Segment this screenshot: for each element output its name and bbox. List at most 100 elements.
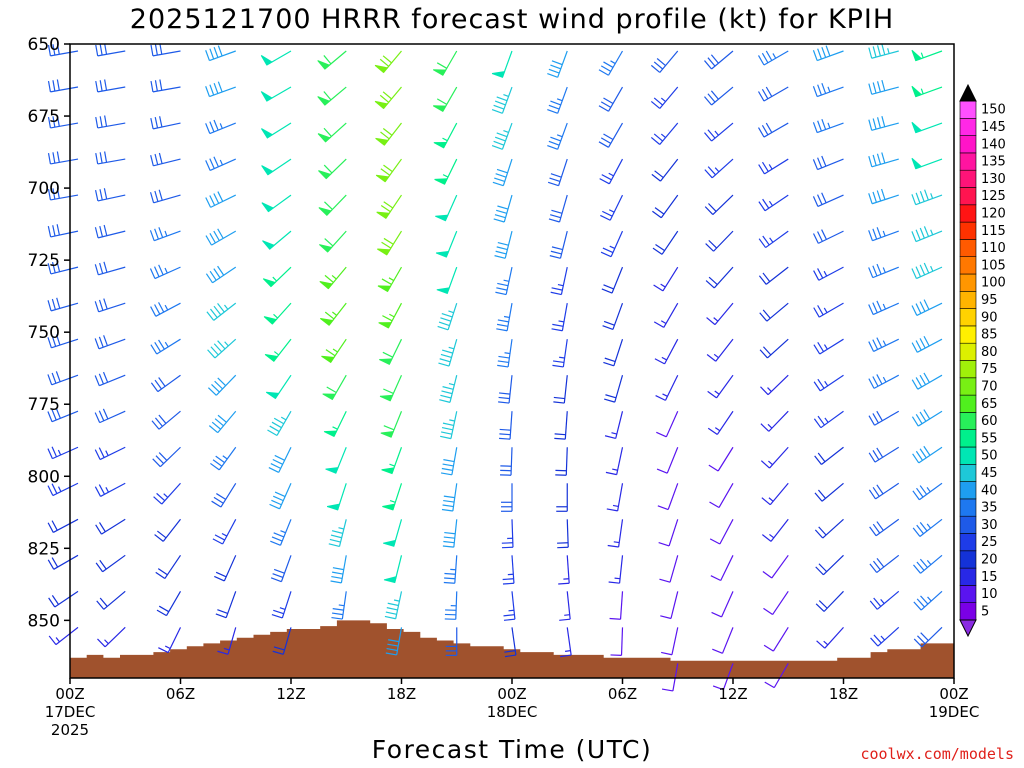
barb-feather [213,119,219,131]
barb-staff [282,627,292,655]
wind-barb [549,230,568,259]
barb-feather [331,616,343,620]
y-tick-label: 700 [28,179,60,199]
y-axis: 650 675 700 725 750 775 800 825 850 [28,35,70,631]
barb-feather [52,80,56,92]
barb-flag [319,281,334,290]
barb-feather [652,247,663,255]
barb-staff [99,410,126,424]
barb-half-feather [926,560,932,566]
barb-staff [772,627,789,652]
barb-feather [209,308,218,318]
barb-feather [158,152,163,164]
wind-barb [319,266,347,290]
barb-feather [496,209,507,214]
barb-staff [503,194,513,223]
barb-feather [761,497,771,506]
barb-feather [493,104,505,110]
barb-feather [873,597,882,607]
barb-feather [103,224,108,236]
barb-feather [825,45,831,57]
wind-barb [603,338,624,367]
barb-feather [813,307,820,318]
barb-staff [669,555,679,583]
barb-feather [149,230,155,241]
barb-feather [708,203,717,212]
barb-feather [503,614,515,617]
colorbar-label: 70 [981,379,998,394]
barb-feather [442,349,453,354]
barb-feather [99,44,103,56]
barb-staff [341,591,347,620]
barb-feather [821,229,827,240]
barb-feather [919,485,928,495]
barb-half-feather [332,348,338,353]
barb-feather [94,301,100,312]
wind-barb [149,189,181,204]
barb-feather [98,299,104,311]
barb-feather [387,602,399,607]
barb-feather [765,86,773,97]
barb-half-feather [713,317,719,322]
barb-feather [98,522,106,533]
barb-staff [50,266,79,275]
wind-barb [269,483,292,510]
wind-barb [812,192,844,208]
barb-staff [874,446,900,463]
barb-feather [443,536,455,539]
wind-barb [491,50,513,78]
wind-barb [657,483,679,511]
wind-barb [95,43,126,57]
barb-staff [612,302,624,330]
barb-feather [550,100,561,106]
barb-half-feather [338,527,344,530]
barb-feather [707,93,716,103]
wind-barb [559,591,571,621]
barb-feather [712,685,724,691]
barb-feather [213,268,221,279]
wind-barb [763,627,789,652]
colorbar-swatch [959,429,977,448]
barb-flag [435,214,449,222]
barb-feather [56,151,60,163]
barb-feather [760,460,770,469]
barb-feather [821,155,827,167]
wind-barb [764,663,789,689]
barb-feather [157,568,168,576]
wind-barb [547,158,568,187]
wind-barb [378,302,403,329]
barb-half-feather [55,637,60,643]
barb-feather [56,297,61,309]
barb-feather [271,499,282,506]
barb-feather [502,578,514,581]
colorbar-label: 135 [981,155,1006,170]
barb-feather [47,559,55,570]
barb-feather [324,201,333,210]
wind-barb [322,374,347,401]
barb-feather [217,81,223,93]
barb-feather [602,247,614,254]
barb-feather [814,492,823,502]
barb-feather [706,354,717,362]
barb-feather [817,157,823,169]
barb-half-feather [338,604,345,607]
barb-feather [99,262,104,274]
wind-barb [814,482,844,502]
colorbar-swatch [959,273,977,292]
barb-feather [923,372,930,383]
barb-feather [913,638,923,648]
barb-feather [104,151,108,163]
barb-staff [566,591,571,620]
barb-feather [499,437,511,440]
barb-feather [103,335,108,346]
barb-feather [494,136,506,142]
wind-barb [813,266,844,281]
barb-feather [155,455,165,464]
wind-barb [380,411,403,438]
wind-barb [319,230,347,253]
barb-feather [497,364,509,368]
barb-half-feather [927,596,932,602]
wind-barb [94,371,126,387]
barb-half-feather [105,450,109,456]
barb-feather [149,192,155,203]
